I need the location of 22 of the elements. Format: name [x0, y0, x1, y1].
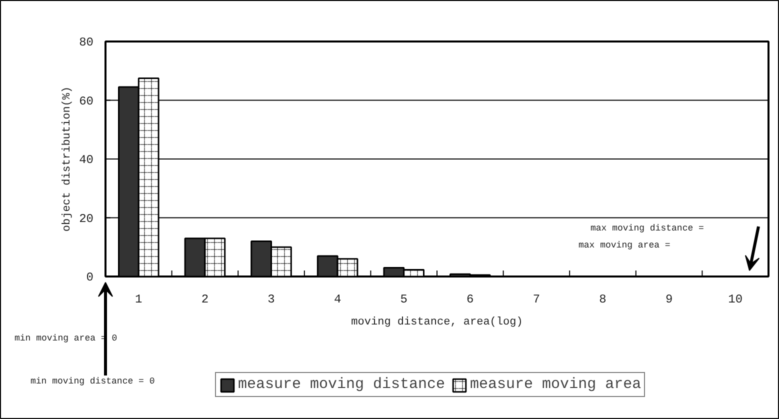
x-tick-label: 9: [665, 292, 673, 306]
y-tick-label: 40: [79, 153, 94, 167]
x-axis-title: moving distance, area(log): [351, 316, 523, 328]
annotation: max moving distance =: [590, 224, 704, 234]
x-tick-label: 6: [466, 292, 474, 306]
y-tick-label: 20: [79, 212, 94, 226]
y-tick-label: 0: [86, 270, 94, 284]
x-tick-label: 4: [334, 292, 342, 306]
y-tick-label: 60: [79, 94, 94, 108]
text: min moving distance = 0: [30, 376, 155, 386]
x-tick-label: 10: [728, 292, 743, 306]
x-tick-label: 3: [268, 292, 275, 306]
legend-label: measure moving distance: [238, 376, 446, 393]
annotation: max moving area =: [578, 240, 670, 250]
x-tick-label: 2: [201, 292, 209, 306]
x-tick-label: 8: [599, 292, 606, 306]
x-tick-label: 7: [532, 292, 540, 306]
x-tick-label: 5: [400, 292, 408, 306]
legend-label: measure moving area: [470, 376, 642, 393]
y-tick-label: 80: [79, 36, 94, 50]
x-tick-label: 1: [135, 292, 142, 306]
y-axis-title: object distribution(%): [62, 86, 74, 232]
